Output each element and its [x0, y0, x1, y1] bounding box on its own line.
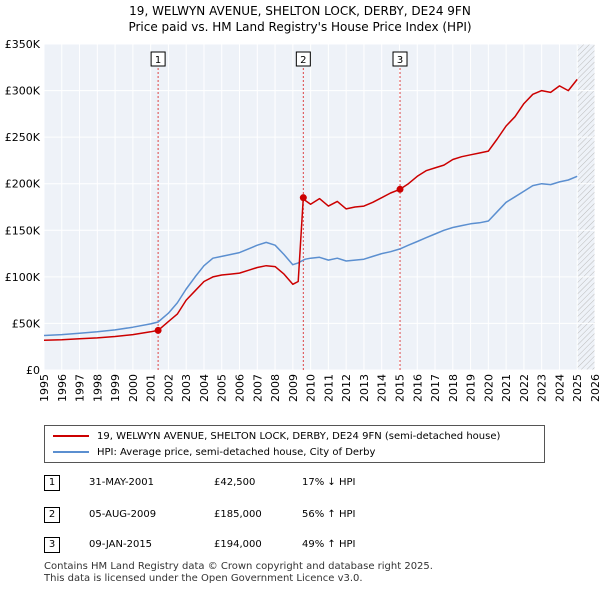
sale-number: 2 — [44, 507, 60, 523]
sale-marker-box — [392, 51, 408, 67]
sale-price: £194,000 — [214, 539, 262, 550]
y-tick-label: £300K — [5, 85, 41, 98]
x-tick-label: 1997 — [74, 374, 87, 402]
sale-number: 3 — [44, 537, 60, 553]
x-tick-label: 2015 — [393, 374, 406, 402]
sale-date: 09-JAN-2015 — [89, 539, 153, 550]
x-tick-label: 2024 — [553, 374, 566, 402]
y-tick-label: £50K — [12, 317, 41, 330]
x-tick-label: 2020 — [482, 374, 495, 402]
sale-date: 31-MAY-2001 — [89, 477, 155, 488]
sale-price: £42,500 — [214, 477, 256, 488]
x-tick-label: 2003 — [180, 374, 193, 402]
sale-marker-label: 1 — [155, 55, 161, 66]
x-tick-label: 2002 — [162, 374, 175, 402]
y-tick-label: £0 — [26, 364, 40, 377]
x-tick-label: 2018 — [447, 374, 460, 402]
x-tick-label: 2016 — [411, 374, 424, 402]
x-tick-label: 2025 — [571, 374, 584, 402]
x-tick-label: 2013 — [358, 374, 371, 402]
sale-hpi-change: 56% ↑ HPI — [302, 509, 356, 520]
sale-point — [154, 326, 162, 334]
plot-area — [44, 44, 595, 370]
y-tick-label: £200K — [5, 178, 41, 191]
x-tick-label: 2009 — [287, 374, 300, 402]
legend: 19, WELWYN AVENUE, SHELTON LOCK, DERBY, … — [44, 425, 545, 463]
chart-title: 19, WELWYN AVENUE, SHELTON LOCK, DERBY, … — [129, 4, 471, 18]
sale-marker-label: 2 — [300, 55, 306, 66]
sale-marker-box — [295, 51, 311, 67]
legend-item-property: 19, WELWYN AVENUE, SHELTON LOCK, DERBY, … — [53, 428, 500, 444]
x-tick-label: 2007 — [251, 374, 264, 402]
sale-hpi-change: 17% ↓ HPI — [302, 477, 356, 488]
x-tick-label: 2021 — [500, 374, 513, 402]
sale-row: 2 05-AUG-2009 £185,000 56% ↑ HPI — [44, 505, 404, 525]
x-tick-label: 1996 — [56, 374, 69, 402]
x-tick-label: 2001 — [145, 374, 158, 402]
series-line-hpi — [43, 175, 578, 337]
x-tick-label: 2010 — [305, 374, 318, 402]
legend-label-hpi: HPI: Average price, semi-detached house,… — [97, 446, 376, 458]
x-tick-label: 2023 — [536, 374, 549, 402]
price-chart: £0 £50K £100K £150K £200K £250K £300K £350K 1995… — [5, 38, 600, 402]
x-tick-label: 2022 — [518, 374, 531, 402]
x-tick-label: 2008 — [269, 374, 282, 402]
sale-point — [396, 185, 404, 193]
legend-swatch-red — [53, 435, 89, 437]
x-tick-label: 1998 — [91, 374, 104, 402]
sale-marker-label: 3 — [397, 55, 403, 66]
y-tick-label: £250K — [5, 131, 41, 144]
forecast-region — [577, 44, 595, 370]
legend-label-property: 19, WELWYN AVENUE, SHELTON LOCK, DERBY, … — [97, 430, 501, 442]
footer-copyright: Contains HM Land Registry data © Crown c… — [44, 561, 433, 572]
x-tick-label: 2026 — [589, 374, 600, 402]
x-tick-label: 2012 — [340, 374, 353, 402]
sale-hpi-change: 49% ↑ HPI — [302, 539, 356, 550]
x-tick-label: 2000 — [127, 374, 140, 402]
footer-licence: This data is licensed under the Open Gov… — [44, 573, 363, 584]
x-tick-label: 2005 — [216, 374, 229, 402]
legend-swatch-blue — [53, 451, 89, 453]
chart-subtitle: Price paid vs. HM Land Registry's House … — [128, 20, 472, 34]
series-line-property — [43, 78, 578, 341]
x-tick-label: 2014 — [376, 374, 389, 402]
sale-row: 1 31-MAY-2001 £42,500 17% ↓ HPI — [44, 473, 404, 493]
x-tick-label: 1995 — [38, 374, 51, 402]
x-tick-label: 2006 — [234, 374, 247, 402]
x-tick-label: 2017 — [429, 374, 442, 402]
x-tick-label: 1999 — [109, 374, 122, 402]
y-tick-label: £100K — [5, 271, 41, 284]
x-tick-label: 2019 — [465, 374, 478, 402]
sale-number: 1 — [44, 475, 60, 491]
legend-item-hpi: HPI: Average price, semi-detached house,… — [53, 444, 375, 460]
sale-row: 3 09-JAN-2015 £194,000 49% ↑ HPI — [44, 535, 404, 555]
y-tick-label: £150K — [5, 224, 41, 237]
x-tick-label: 2011 — [322, 374, 335, 402]
sale-marker-box — [150, 51, 166, 67]
y-tick-label: £350K — [5, 38, 41, 51]
sale-price: £185,000 — [214, 509, 262, 520]
x-tick-label: 2004 — [198, 374, 211, 402]
sale-date: 05-AUG-2009 — [89, 509, 157, 520]
sale-point — [299, 194, 307, 202]
